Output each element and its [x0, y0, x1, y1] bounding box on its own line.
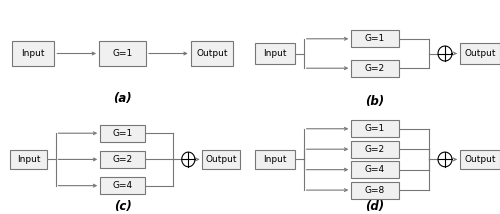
FancyBboxPatch shape [255, 43, 295, 64]
Text: (c): (c) [114, 200, 132, 213]
FancyBboxPatch shape [255, 150, 295, 169]
Text: G=4: G=4 [365, 165, 385, 174]
FancyBboxPatch shape [351, 30, 399, 48]
FancyBboxPatch shape [351, 161, 399, 178]
Text: Input: Input [263, 49, 287, 58]
Text: Output: Output [464, 155, 496, 164]
FancyBboxPatch shape [100, 177, 145, 194]
Text: Input: Input [22, 49, 45, 58]
Text: G=4: G=4 [112, 181, 132, 190]
Text: G=1: G=1 [112, 129, 132, 138]
FancyBboxPatch shape [351, 120, 399, 137]
Text: Output: Output [196, 49, 228, 58]
Text: Input: Input [17, 155, 40, 164]
FancyBboxPatch shape [460, 150, 500, 169]
Text: (b): (b) [366, 95, 384, 108]
FancyBboxPatch shape [351, 182, 399, 199]
Text: G=8: G=8 [365, 186, 385, 195]
FancyBboxPatch shape [99, 42, 146, 65]
Text: G=2: G=2 [365, 64, 385, 73]
FancyBboxPatch shape [351, 141, 399, 158]
FancyBboxPatch shape [100, 125, 145, 142]
FancyBboxPatch shape [460, 43, 500, 64]
Text: (d): (d) [366, 200, 384, 213]
FancyBboxPatch shape [351, 59, 399, 77]
Text: G=1: G=1 [112, 49, 132, 58]
FancyBboxPatch shape [100, 151, 145, 168]
Text: G=1: G=1 [365, 34, 385, 43]
Text: G=2: G=2 [112, 155, 132, 164]
FancyBboxPatch shape [10, 150, 48, 169]
Text: Input: Input [263, 155, 287, 164]
Text: Output: Output [206, 155, 237, 164]
FancyBboxPatch shape [202, 150, 240, 169]
Text: Output: Output [464, 49, 496, 58]
Text: (a): (a) [113, 92, 132, 106]
FancyBboxPatch shape [12, 42, 54, 65]
FancyBboxPatch shape [190, 42, 233, 65]
Text: G=2: G=2 [365, 145, 385, 154]
Text: G=1: G=1 [365, 124, 385, 133]
